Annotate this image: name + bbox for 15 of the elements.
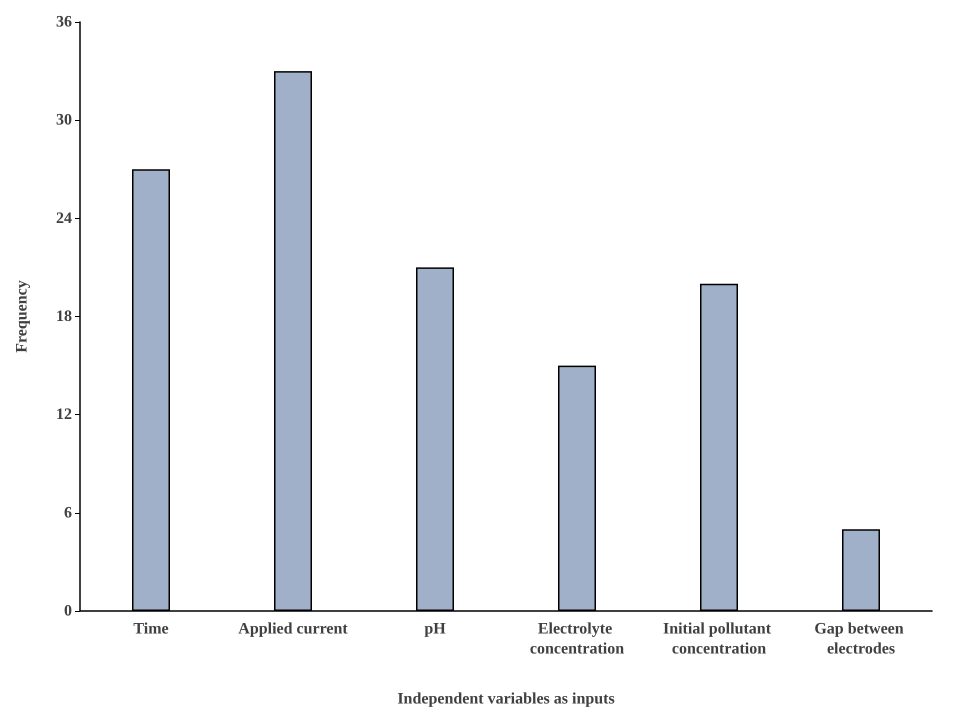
x-tick-label: Time	[133, 620, 169, 638]
y-axis-title: Frequency	[14, 280, 30, 353]
x-tick-label: pH	[424, 620, 446, 638]
y-tick-label: 24	[56, 210, 72, 227]
y-tick-label: 30	[56, 112, 72, 129]
x-tick-label: Electrolyte concentration	[530, 620, 624, 658]
x-tick-label: Applied current	[238, 620, 348, 638]
y-tick-label: 36	[56, 14, 72, 30]
x-axis-title: Independent variables as inputs	[397, 690, 615, 708]
x-tick-label: Gap between electrodes	[814, 620, 908, 658]
x-tick-label: Initial pollutant concentration	[662, 620, 776, 658]
y-tick-label: 6	[64, 504, 72, 522]
y-tick-label: 18	[56, 308, 72, 325]
y-tick-label: 0	[64, 602, 72, 620]
y-tick-label: 12	[56, 406, 72, 424]
